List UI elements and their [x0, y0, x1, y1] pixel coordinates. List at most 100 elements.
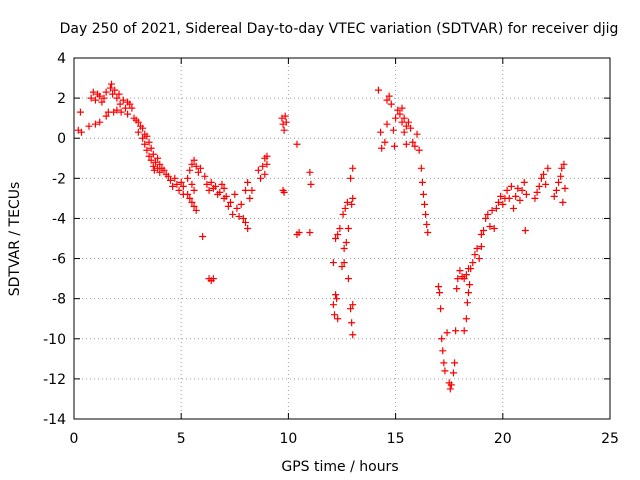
grid: [74, 58, 610, 419]
data-point: [149, 162, 157, 170]
data-point: [558, 164, 566, 172]
data-point: [102, 112, 110, 120]
data-point: [531, 194, 539, 202]
data-point: [540, 170, 548, 178]
data-point: [239, 214, 247, 222]
data-point: [179, 182, 187, 190]
data-point: [471, 251, 479, 259]
data-point: [535, 182, 543, 190]
data-point: [477, 230, 485, 238]
data-point: [106, 84, 114, 92]
data-point: [139, 134, 147, 142]
data-point: [188, 160, 196, 168]
data-point: [173, 180, 181, 188]
data-point: [261, 170, 269, 178]
data-point: [439, 347, 447, 355]
data-point: [514, 184, 522, 192]
data-point: [89, 88, 97, 96]
plot-frame: [73, 57, 611, 420]
data-point: [87, 94, 95, 102]
y-tick-label: -14: [43, 412, 66, 428]
data-point: [147, 144, 155, 152]
data-point: [423, 220, 431, 228]
data-point: [477, 243, 485, 251]
data-point: [460, 327, 468, 335]
data-point: [340, 245, 348, 253]
data-point: [347, 174, 355, 182]
data-point: [522, 190, 530, 198]
x-tick-label: 0: [70, 431, 79, 447]
data-point: [342, 239, 350, 247]
data-point: [192, 162, 200, 170]
data-point: [220, 184, 228, 192]
data-point: [381, 138, 389, 146]
data-point: [440, 359, 448, 367]
data-point: [402, 122, 410, 130]
data-point: [143, 132, 151, 140]
data-point: [164, 172, 172, 180]
data-point: [348, 319, 356, 327]
data-point: [533, 188, 541, 196]
data-point: [102, 88, 110, 96]
data-point: [389, 126, 397, 134]
data-point: [387, 100, 395, 108]
data-point: [490, 224, 498, 232]
x-axis-label: GPS time / hours: [281, 459, 398, 475]
data-point: [334, 230, 342, 238]
y-tick-label: -8: [52, 292, 66, 308]
data-point: [205, 186, 213, 194]
data-point: [156, 168, 164, 176]
data-point: [98, 98, 106, 106]
data-point: [484, 210, 492, 218]
data-point: [263, 160, 271, 168]
data-point: [126, 100, 134, 108]
data-point: [555, 178, 563, 186]
data-point: [499, 200, 507, 208]
data-point: [190, 186, 198, 194]
data-point: [108, 80, 116, 88]
data-point: [480, 226, 488, 234]
data-point: [454, 275, 462, 283]
data-point: [400, 114, 408, 122]
data-point: [281, 112, 289, 120]
data-point: [237, 200, 245, 208]
data-point: [413, 130, 421, 138]
data-point: [139, 124, 147, 132]
data-point: [418, 178, 426, 186]
data-point: [392, 114, 400, 122]
data-point: [512, 192, 520, 200]
data-point: [438, 335, 446, 343]
data-point: [222, 192, 230, 200]
data-point: [561, 184, 569, 192]
data-point: [443, 329, 451, 337]
data-point: [201, 172, 209, 180]
data-point: [495, 198, 503, 206]
data-point: [383, 120, 391, 128]
data-point: [76, 108, 84, 116]
y-tick-label: -4: [52, 211, 66, 227]
data-point: [516, 196, 524, 204]
data-point: [434, 283, 442, 291]
data-point: [248, 186, 256, 194]
data-point: [391, 142, 399, 150]
data-point: [557, 172, 565, 180]
data-point: [124, 110, 132, 118]
data-point: [192, 206, 200, 214]
data-point: [456, 267, 464, 275]
data-point: [398, 104, 406, 112]
data-point: [559, 198, 567, 206]
data-point: [560, 160, 568, 168]
data-point: [407, 124, 415, 132]
data-point: [332, 235, 340, 242]
x-tick-label: 20: [494, 431, 512, 447]
data-point: [329, 259, 337, 267]
data-point: [109, 90, 117, 98]
y-tick-label: 4: [57, 51, 66, 67]
data-point: [505, 194, 513, 202]
data-point: [169, 182, 177, 190]
data-point: [347, 305, 355, 313]
data-point: [330, 311, 338, 319]
data-point: [229, 210, 237, 218]
data-point: [280, 126, 288, 134]
data-point: [160, 166, 168, 174]
